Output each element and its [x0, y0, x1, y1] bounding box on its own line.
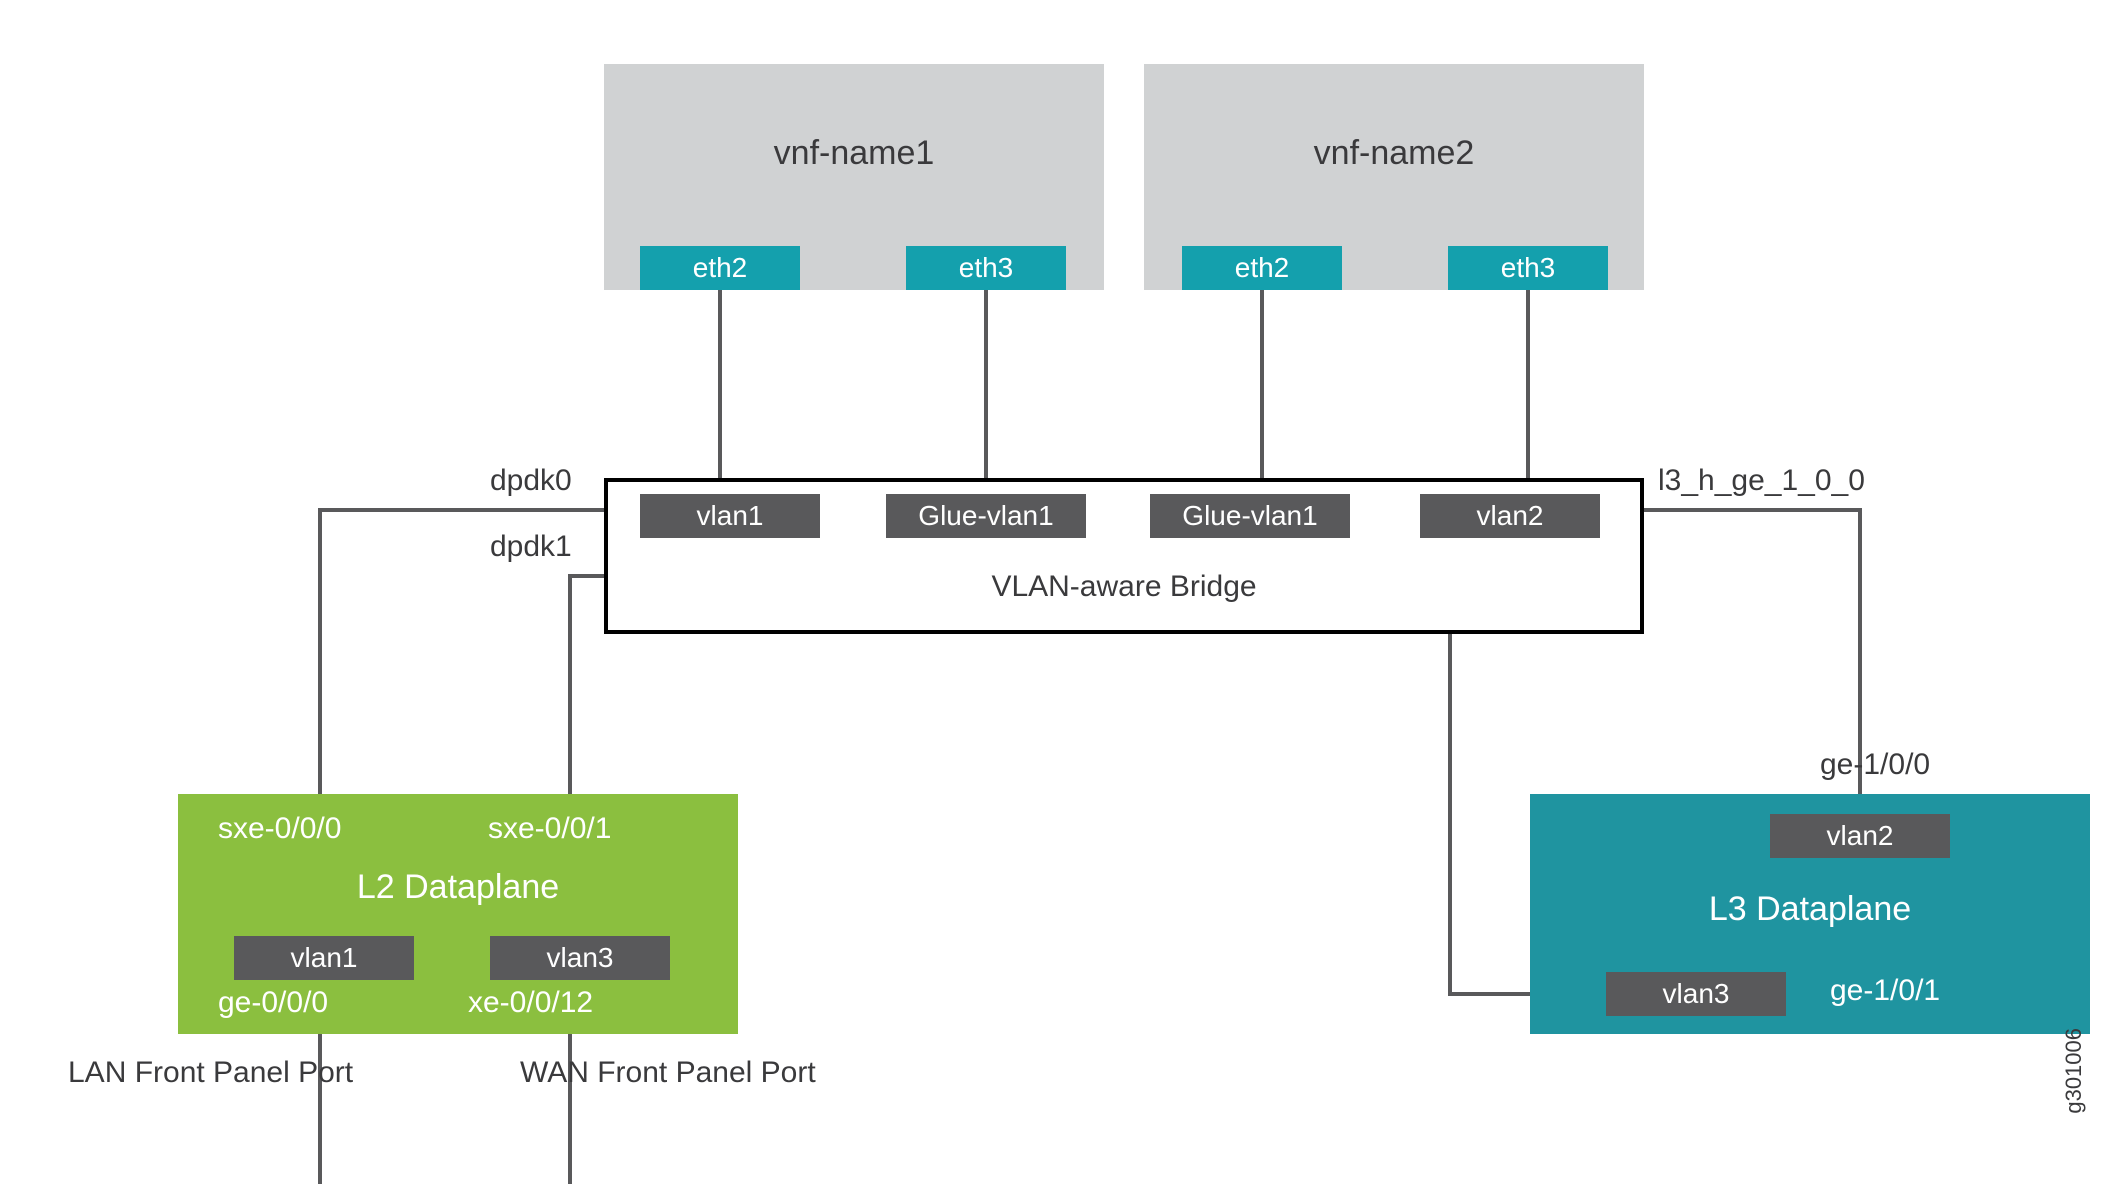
edge	[570, 576, 604, 794]
vnf2-title: vnf-name2	[1144, 134, 1644, 173]
bridge-glue1: Glue-vlan1	[886, 494, 1086, 538]
l3-vlan2: vlan2	[1770, 814, 1950, 858]
vnf1-title: vnf-name1	[604, 134, 1104, 173]
l3h-label: l3_h_ge_1_0_0	[1658, 464, 1865, 498]
figure-id: g301006	[2061, 1028, 2087, 1114]
vnf2-eth3: eth3	[1448, 246, 1608, 290]
l2-title: L2 Dataplane	[178, 868, 738, 907]
l2-sxe1: sxe-0/0/1	[488, 812, 611, 846]
l3-ge101: ge-1/0/1	[1830, 974, 1940, 1008]
bridge-title: VLAN-aware Bridge	[604, 570, 1644, 604]
dpdk1-label: dpdk1	[490, 530, 572, 564]
bridge-vlan2: vlan2	[1420, 494, 1600, 538]
l2-ge0: ge-0/0/0	[218, 986, 328, 1020]
l2-xe0: xe-0/0/12	[468, 986, 593, 1020]
l2-sxe0: sxe-0/0/0	[218, 812, 341, 846]
bridge-glue2: Glue-vlan1	[1150, 494, 1350, 538]
wan-label: WAN Front Panel Port	[520, 1056, 816, 1090]
l3-title: L3 Dataplane	[1530, 890, 2090, 929]
vnf2-eth2: eth2	[1182, 246, 1342, 290]
l3-ge100-label: ge-1/0/0	[1820, 748, 1930, 782]
l2-vlan1: vlan1	[234, 936, 414, 980]
dpdk0-label: dpdk0	[490, 464, 572, 498]
vnf1-eth3: eth3	[906, 246, 1066, 290]
l3-vlan3: vlan3	[1606, 972, 1786, 1016]
lan-label: LAN Front Panel Port	[68, 1056, 353, 1090]
l2-vlan3: vlan3	[490, 936, 670, 980]
bridge-vlan1: vlan1	[640, 494, 820, 538]
vnf1-eth2: eth2	[640, 246, 800, 290]
